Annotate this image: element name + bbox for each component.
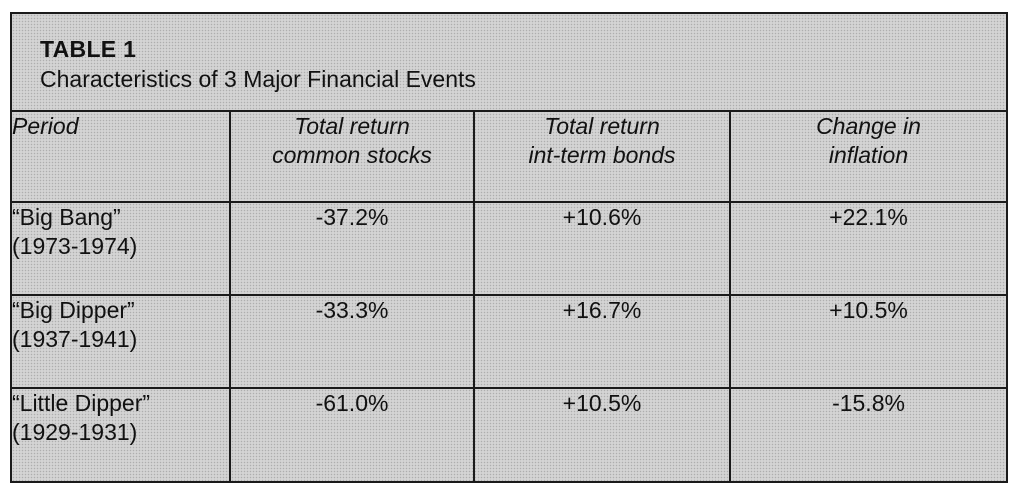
table-title-block: TABLE 1 Characteristics of 3 Major Finan… [12,14,1006,112]
bonds-return-cell: +10.5% [473,387,731,481]
table-row: “Big Dipper” (1937-1941) -33.3% +16.7% +… [12,294,1006,389]
stocks-return-cell: -37.2% [229,201,475,296]
stocks-return-cell: -33.3% [229,294,475,389]
table-label: TABLE 1 [40,36,137,62]
inflation-change-cell: +22.1% [729,201,1006,296]
period-cell: “Big Bang” (1973-1974) [12,201,231,296]
header-row: Period Total return common stocks Total … [12,112,1006,203]
period-cell: “Little Dipper” (1929-1931) [12,387,231,481]
stocks-return-cell: -61.0% [229,387,475,481]
period-name: “Big Dipper” [12,297,135,323]
period-years: (1973-1974) [12,233,138,259]
period-name: “Little Dipper” [12,390,151,416]
period-name: “Big Bang” [12,204,121,230]
period-years: (1937-1941) [12,326,138,352]
period-years: (1929-1931) [12,419,138,445]
column-header-bonds: Total return int-term bonds [473,112,731,203]
bonds-return-cell: +16.7% [473,294,731,389]
inflation-change-cell: -15.8% [729,387,1006,481]
period-cell: “Big Dipper” (1937-1941) [12,294,231,389]
table-row: “Little Dipper” (1929-1931) -61.0% +10.5… [12,387,1006,481]
column-header-period: Period [12,112,231,203]
inflation-change-cell: +10.5% [729,294,1006,389]
column-header-stocks: Total return common stocks [229,112,475,203]
column-header-inflation: Change in inflation [729,112,1006,203]
bonds-return-cell: +10.6% [473,201,731,296]
table-frame: TABLE 1 Characteristics of 3 Major Finan… [10,12,1008,483]
table-row: “Big Bang” (1973-1974) -37.2% +10.6% +22… [12,201,1006,296]
data-table: Period Total return common stocks Total … [12,112,1006,481]
table-caption: Characteristics of 3 Major Financial Eve… [40,66,476,92]
